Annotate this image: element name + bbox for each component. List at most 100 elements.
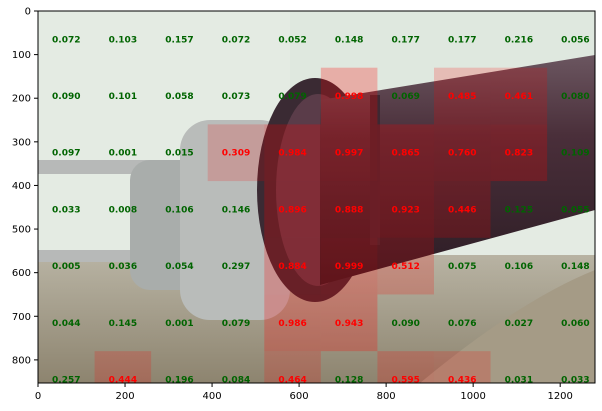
- x-axis: 0 200 400 600 800 1000 1200: [35, 383, 573, 402]
- highlight-cell: [377, 124, 434, 182]
- cell-value-label: 0.157: [165, 35, 193, 45]
- highlight-cell: [320, 67, 378, 125]
- cell-value-label: 0.055: [561, 205, 589, 215]
- highlight-cell: [490, 67, 548, 125]
- highlight-cell: [377, 351, 434, 383]
- y-tick-label: 400: [12, 181, 31, 192]
- cell-value-label: 0.446: [448, 205, 476, 215]
- cell-value-label: 0.005: [52, 262, 80, 272]
- cell-value-label: 0.090: [391, 319, 419, 329]
- cell-value-label: 0.079: [222, 319, 250, 329]
- cell-value-label: 0.216: [505, 35, 533, 45]
- cell-value-label: 0.075: [448, 262, 476, 272]
- cell-value-label: 0.148: [561, 262, 589, 272]
- cell-value-label: 0.297: [222, 262, 250, 272]
- y-tick-label: 0: [25, 7, 31, 18]
- cell-value-label: 0.444: [109, 376, 137, 386]
- cell-labels: 0.072 0.103 0.157 0.072 0.052 0.148 0.177 0.177…: [52, 35, 590, 385]
- highlight-cell: [320, 124, 378, 182]
- cell-value-label: 0.076: [448, 319, 476, 329]
- y-tick-label: 200: [12, 94, 31, 105]
- cell-value-label: 0.072: [222, 35, 250, 45]
- x-tick-label: 1200: [547, 391, 572, 402]
- highlight-cell: [320, 237, 378, 295]
- highlight-cell: [320, 181, 378, 238]
- cell-value-label: 0.084: [222, 376, 250, 386]
- cell-value-label: 0.015: [165, 149, 193, 159]
- cell-value-label: 0.054: [165, 262, 193, 272]
- cell-value-label: 0.888: [335, 205, 363, 215]
- cell-value-label: 0.464: [278, 376, 306, 386]
- highlight-cell: [433, 181, 491, 238]
- highlight-cell: [433, 124, 491, 182]
- cell-value-label: 0.986: [278, 319, 306, 329]
- cell-value-label: 0.052: [278, 35, 306, 45]
- y-tick-label: 100: [12, 50, 31, 61]
- x-tick-label: 200: [115, 391, 134, 402]
- x-tick-label: 400: [203, 391, 222, 402]
- background-photo: [38, 11, 595, 383]
- cell-value-label: 0.984: [278, 149, 306, 159]
- x-tick-label: 600: [290, 391, 309, 402]
- highlight-cell: [94, 351, 152, 383]
- cell-value-label: 0.097: [52, 149, 80, 159]
- highlight-cell: [433, 67, 491, 125]
- cell-value-label: 0.896: [278, 205, 306, 215]
- cell-value-label: 0.998: [335, 92, 363, 102]
- highlight-cell: [377, 181, 434, 238]
- cell-value-label: 0.056: [561, 35, 589, 45]
- cell-value-label: 0.106: [165, 205, 193, 215]
- cell-value-label: 0.823: [505, 149, 533, 159]
- cell-value-label: 0.036: [109, 262, 137, 272]
- cell-value-label: 0.999: [335, 262, 363, 272]
- cell-value-label: 0.079: [278, 92, 306, 102]
- cell-value-label: 0.257: [52, 376, 80, 386]
- cell-value-label: 0.101: [109, 92, 137, 102]
- highlight-cell: [320, 294, 378, 352]
- cell-value-label: 0.106: [505, 262, 533, 272]
- cell-value-label: 0.080: [561, 92, 589, 102]
- cell-value-label: 0.103: [109, 35, 137, 45]
- cell-value-label: 0.125: [505, 205, 533, 215]
- y-tick-label: 800: [12, 355, 31, 366]
- cell-value-label: 0.008: [109, 205, 137, 215]
- cell-value-label: 0.001: [165, 319, 193, 329]
- cell-value-label: 0.033: [561, 376, 589, 386]
- cell-value-label: 0.943: [335, 319, 363, 329]
- cell-value-label: 0.044: [52, 319, 80, 329]
- cell-value-label: 0.760: [448, 149, 476, 159]
- cell-value-label: 0.027: [505, 319, 533, 329]
- cell-value-label: 0.177: [391, 35, 419, 45]
- cell-value-label: 0.058: [165, 92, 193, 102]
- cell-value-label: 0.033: [52, 205, 80, 215]
- x-tick-label: 1000: [460, 391, 485, 402]
- cell-value-label: 0.884: [278, 262, 306, 272]
- cell-value-label: 0.069: [391, 92, 419, 102]
- plot-frame: [37, 10, 596, 384]
- cell-value-label: 0.923: [391, 205, 419, 215]
- cell-value-label: 0.461: [505, 92, 533, 102]
- x-tick-label: 0: [35, 391, 41, 402]
- cell-value-label: 0.109: [561, 149, 589, 159]
- y-axis: 0 100 200 300 400 500 600 700 800: [12, 7, 38, 366]
- y-tick-label: 600: [12, 268, 31, 279]
- highlight-cell: [490, 124, 548, 182]
- cell-value-label: 0.145: [109, 319, 137, 329]
- cell-value-label: 0.436: [448, 376, 476, 386]
- cell-value-label: 0.073: [222, 92, 250, 102]
- cell-value-label: 0.001: [109, 149, 137, 159]
- cell-value-label: 0.031: [505, 376, 533, 386]
- y-tick-label: 300: [12, 137, 31, 148]
- highlight-cell: [377, 237, 434, 295]
- highlight-cell: [264, 351, 321, 383]
- cell-value-label: 0.512: [391, 262, 419, 272]
- cell-value-label: 0.865: [391, 149, 419, 159]
- cell-value-label: 0.196: [165, 376, 193, 386]
- highlight-cell: [207, 124, 265, 182]
- x-tick-label: 800: [377, 391, 396, 402]
- highlight-cells: [94, 67, 548, 383]
- cell-value-label: 0.997: [335, 149, 363, 159]
- y-tick-label: 500: [12, 225, 31, 236]
- cell-value-label: 0.148: [335, 35, 363, 45]
- highlight-cell: [264, 181, 321, 238]
